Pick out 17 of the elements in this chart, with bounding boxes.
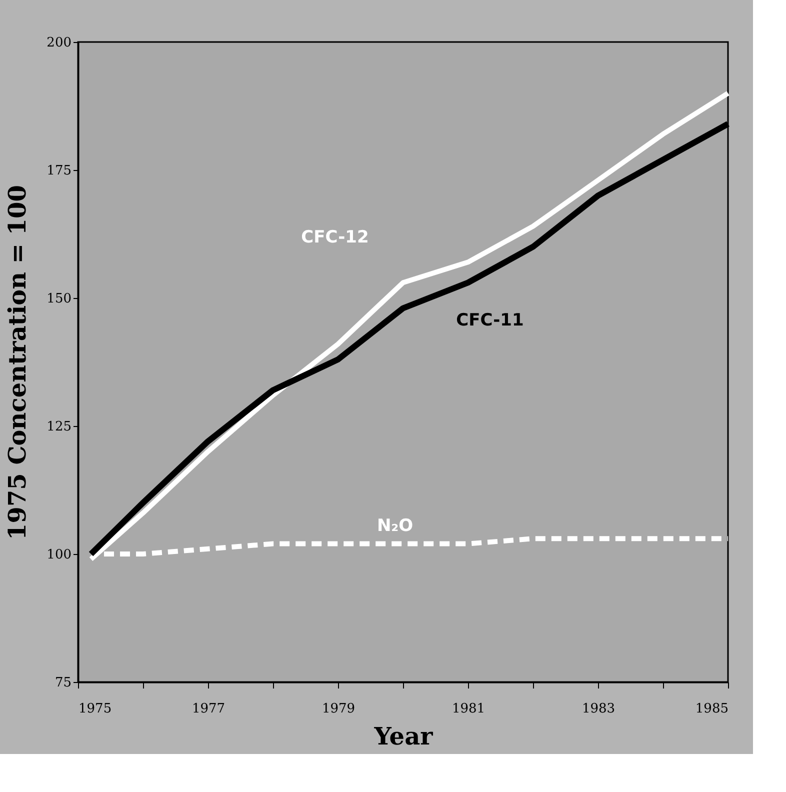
series-label: N₂O (376, 516, 414, 536)
x-tick-label: 1985 (695, 702, 728, 716)
y-tick-label: 75 (54, 676, 72, 690)
x-tick-label: 1983 (582, 702, 616, 716)
x-tick-label: 1979 (322, 702, 356, 716)
y-tick-label: 100 (46, 548, 72, 562)
y-tick-label: 175 (46, 164, 72, 178)
x-axis-title: Year (373, 722, 434, 750)
series-label: CFC-11 (456, 310, 524, 331)
y-tick-label: 150 (46, 292, 72, 306)
y-tick-label: 200 (46, 36, 72, 50)
x-tick-label: 1975 (78, 702, 112, 716)
y-axis-title: 1975 Concentration = 100 (2, 185, 32, 540)
y-tick-label: 125 (46, 420, 72, 434)
text: CFC-12 (301, 228, 369, 248)
x-tick-label: 1981 (452, 702, 486, 716)
x-tick-label: 1977 (192, 702, 226, 716)
